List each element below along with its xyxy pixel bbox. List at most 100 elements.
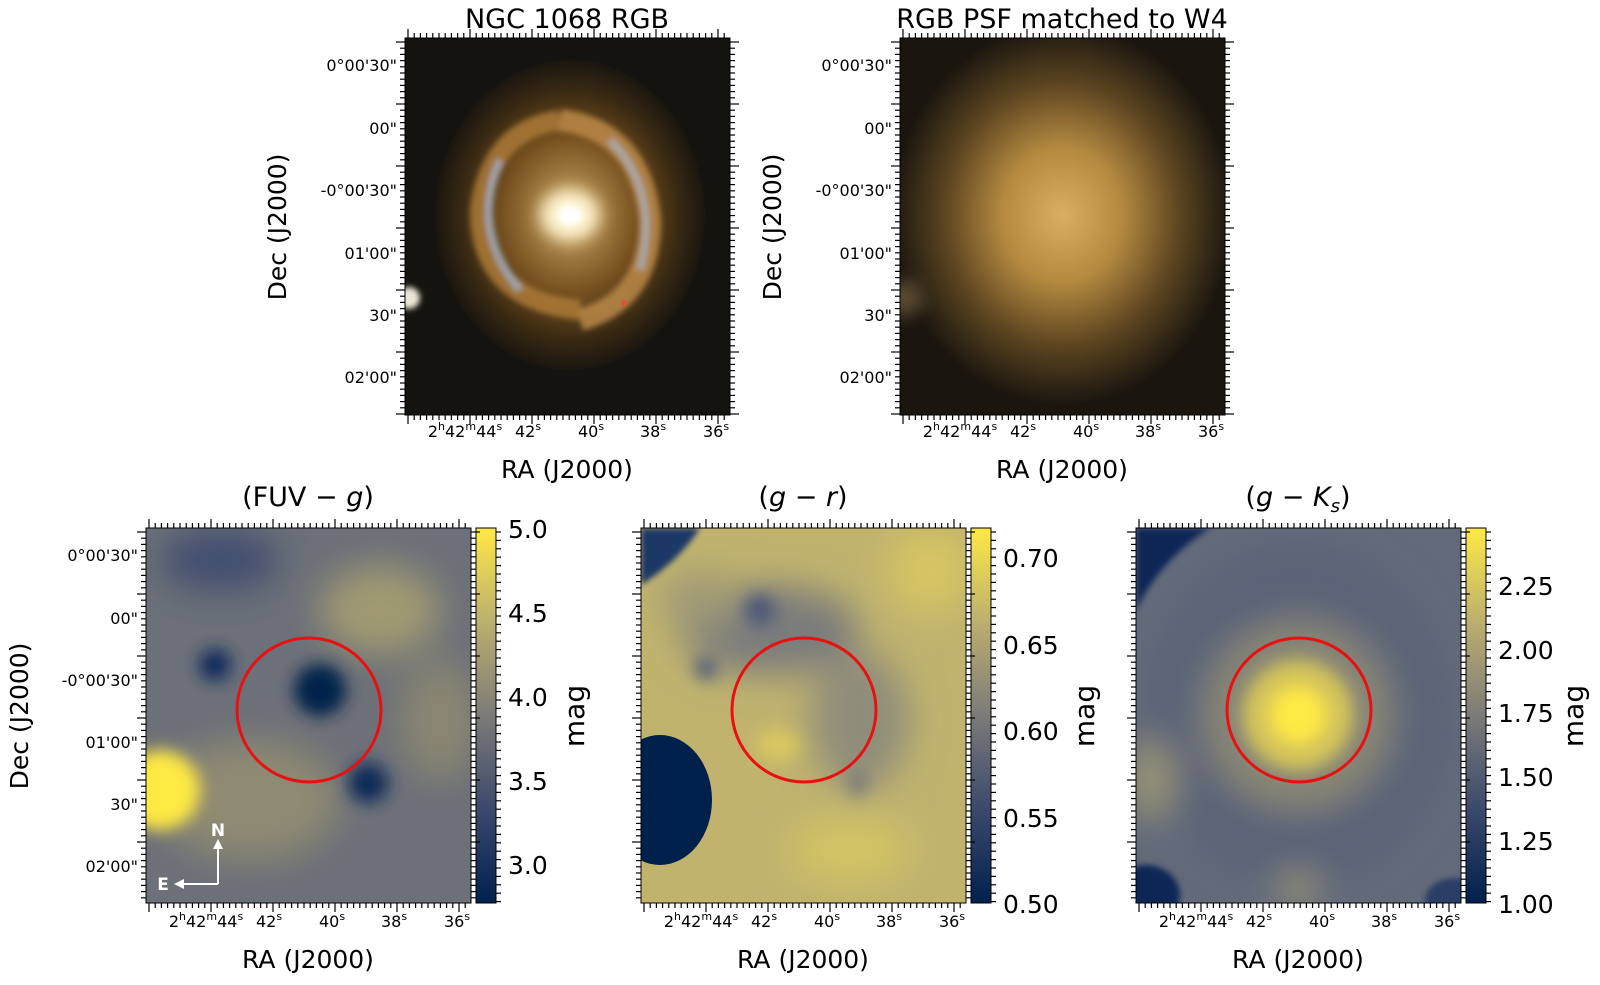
ra-tick-labels: 2h42m44s 42s 40s 38s 36s xyxy=(923,420,1224,441)
svg-text:38s: 38s xyxy=(1135,420,1161,441)
ra-tick-labels: 2h42m44s 42s 40s 38s 36s xyxy=(664,910,965,931)
ra-tick-labels: 2h42m44s 42s 40s 38s 36s xyxy=(169,910,470,931)
svg-text:00": 00" xyxy=(369,119,397,138)
panel-title: NGC 1068 RGB xyxy=(465,4,669,35)
panel-title: (FUV − g) xyxy=(242,482,374,513)
svg-text:38s: 38s xyxy=(1371,910,1397,931)
panel-fuv-g: (FUV − g) N E xyxy=(5,482,591,974)
axis-ticks xyxy=(137,29,1491,912)
svg-text:38s: 38s xyxy=(640,420,666,441)
ra-axis-label: RA (J2000) xyxy=(737,945,869,974)
svg-text:30": 30" xyxy=(369,306,397,325)
svg-text:0°00'30": 0°00'30" xyxy=(821,56,892,75)
colorbar-g-ks: 2.25 2.00 1.75 1.50 1.25 1.00 mag xyxy=(1465,527,1590,919)
panel-g-ks: (g − Ks) 2h42m44s 42s 40s 38s 36s xyxy=(1135,482,1590,974)
aperture-circle xyxy=(1225,636,1373,784)
svg-text:00": 00" xyxy=(110,609,138,628)
svg-text:30": 30" xyxy=(110,795,138,814)
ra-tick-labels: 2h42m44s 42s 40s 38s 36s xyxy=(428,420,729,441)
fuv-g-map: N E xyxy=(146,528,471,903)
panel-title: (g − Ks) xyxy=(1245,482,1350,517)
svg-text:02'00": 02'00" xyxy=(345,368,397,387)
svg-text:3.0: 3.0 xyxy=(508,851,548,880)
colorbar-label: mag xyxy=(1068,685,1101,747)
aperture-circle xyxy=(730,636,878,784)
colorbar-g-r: 0.70 0.65 0.60 0.55 0.50 mag xyxy=(970,527,1101,919)
svg-text:0.55: 0.55 xyxy=(1003,804,1059,833)
svg-text:40s: 40s xyxy=(578,420,604,441)
aperture-circle xyxy=(235,636,383,784)
dec-axis-label: Dec (J2000) xyxy=(5,643,34,790)
svg-text:5.0: 5.0 xyxy=(508,515,548,544)
compass xyxy=(174,839,223,889)
ra-tick-labels: 2h42m44s 42s 40s 38s 36s xyxy=(1159,910,1460,931)
svg-text:1.00: 1.00 xyxy=(1498,890,1554,919)
panel-psf: RGB PSF matched to W4 0°00'30" 00" -0°00… xyxy=(758,4,1228,484)
svg-text:38s: 38s xyxy=(381,910,407,931)
svg-text:4.0: 4.0 xyxy=(508,683,548,712)
svg-text:2h42m44s: 2h42m44s xyxy=(664,910,739,931)
g-r-map xyxy=(641,528,966,903)
panel-title: RGB PSF matched to W4 xyxy=(896,4,1228,35)
svg-text:42s: 42s xyxy=(1246,910,1272,931)
colorbar-label: mag xyxy=(558,685,591,747)
svg-text:2h42m44s: 2h42m44s xyxy=(169,910,244,931)
svg-text:42s: 42s xyxy=(515,420,541,441)
svg-text:4.5: 4.5 xyxy=(508,599,548,628)
svg-text:1.75: 1.75 xyxy=(1498,699,1554,728)
svg-text:36s: 36s xyxy=(939,910,965,931)
svg-text:40s: 40s xyxy=(1073,420,1099,441)
svg-text:-0°00'30": -0°00'30" xyxy=(62,671,138,690)
panel-rgb: NGC 1068 RGB 0°00'30" 00" -0°00'30" 01'0… xyxy=(263,4,731,484)
svg-text:0.50: 0.50 xyxy=(1003,890,1059,919)
svg-text:30": 30" xyxy=(864,306,892,325)
svg-text:42s: 42s xyxy=(1010,420,1036,441)
svg-text:36s: 36s xyxy=(703,420,729,441)
svg-text:0°00'30": 0°00'30" xyxy=(326,56,397,75)
svg-text:40s: 40s xyxy=(319,910,345,931)
dec-tick-labels: 0°00'30" 00" -0°00'30" 01'00" 30" 02'00" xyxy=(62,546,138,876)
psf-image xyxy=(900,38,1225,415)
rgb-image xyxy=(405,38,730,415)
svg-text:2.25: 2.25 xyxy=(1498,572,1554,601)
svg-text:36s: 36s xyxy=(1434,910,1460,931)
svg-text:40s: 40s xyxy=(1309,910,1335,931)
svg-text:-0°00'30": -0°00'30" xyxy=(816,181,892,200)
svg-text:01'00": 01'00" xyxy=(840,244,892,263)
dec-tick-labels: 0°00'30" 00" -0°00'30" 01'00" 30" 02'00" xyxy=(321,56,397,387)
svg-text:0°00'30": 0°00'30" xyxy=(67,546,138,565)
dec-tick-labels: 0°00'30" 00" -0°00'30" 01'00" 30" 02'00" xyxy=(816,56,892,387)
svg-text:36s: 36s xyxy=(1198,420,1224,441)
colorbar-label: mag xyxy=(1557,685,1590,747)
compass-east-label: E xyxy=(157,875,169,895)
g-ks-map xyxy=(1136,528,1461,903)
svg-text:2h42m44s: 2h42m44s xyxy=(923,420,998,441)
svg-text:0.60: 0.60 xyxy=(1003,717,1059,746)
dec-axis-label: Dec (J2000) xyxy=(263,154,292,301)
svg-text:0.65: 0.65 xyxy=(1003,631,1059,660)
svg-text:40s: 40s xyxy=(814,910,840,931)
svg-text:01'00": 01'00" xyxy=(86,733,138,752)
ra-axis-label: RA (J2000) xyxy=(501,455,633,484)
svg-text:42s: 42s xyxy=(751,910,777,931)
svg-text:-0°00'30": -0°00'30" xyxy=(321,181,397,200)
dec-axis-label: Dec (J2000) xyxy=(758,154,787,301)
svg-text:1.25: 1.25 xyxy=(1498,827,1554,856)
panel-title: (g − r) xyxy=(758,482,847,513)
panel-g-r: (g − r) 2h42m44s 42s 40s xyxy=(640,482,1101,974)
compass-north-label: N xyxy=(211,821,225,841)
svg-text:02'00": 02'00" xyxy=(86,857,138,876)
svg-text:2.00: 2.00 xyxy=(1498,636,1554,665)
svg-text:02'00": 02'00" xyxy=(840,368,892,387)
svg-text:1.50: 1.50 xyxy=(1498,763,1554,792)
ra-axis-label: RA (J2000) xyxy=(1232,945,1364,974)
ra-axis-label: RA (J2000) xyxy=(996,455,1128,484)
ra-axis-label: RA (J2000) xyxy=(242,945,374,974)
svg-text:00": 00" xyxy=(864,119,892,138)
colorbar-fuv-g: 5.0 4.5 4.0 3.5 3.0 mag xyxy=(475,515,591,904)
svg-text:0.70: 0.70 xyxy=(1003,544,1059,573)
svg-text:38s: 38s xyxy=(876,910,902,931)
svg-text:36s: 36s xyxy=(444,910,470,931)
svg-text:01'00": 01'00" xyxy=(345,244,397,263)
